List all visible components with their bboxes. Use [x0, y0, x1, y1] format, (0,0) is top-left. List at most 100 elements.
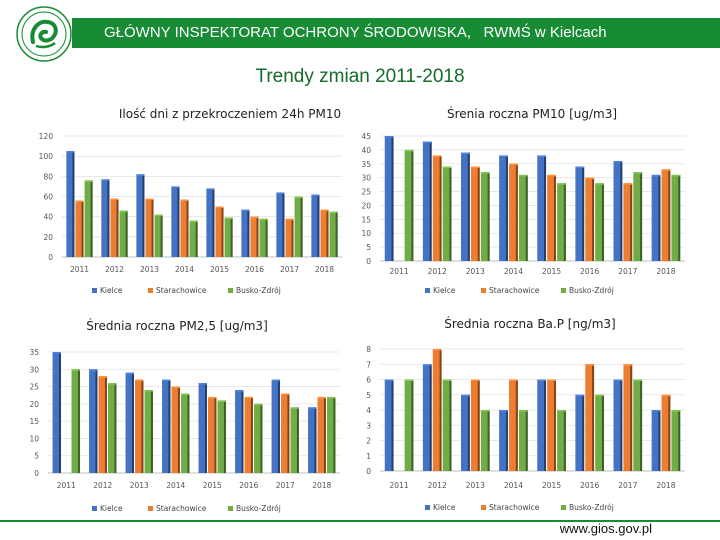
- bar-top: [384, 379, 394, 381]
- footer-url[interactable]: www.gios.gov.pl: [559, 521, 652, 536]
- bar-top: [613, 161, 623, 163]
- bar-fill: [181, 393, 190, 473]
- bar-top: [518, 174, 528, 177]
- bar-fill: [537, 155, 547, 261]
- bar-top: [254, 403, 263, 406]
- legend-swatch: [425, 505, 430, 510]
- x-tick-label: 2018: [656, 267, 675, 276]
- y-tick-label: 120: [39, 132, 54, 141]
- bar-top: [84, 180, 93, 182]
- bar-top: [208, 396, 217, 399]
- bar-fill: [66, 151, 75, 257]
- bar-fill: [271, 379, 280, 473]
- bar-fill: [101, 179, 110, 257]
- bar-fill: [327, 396, 336, 473]
- bar: [144, 390, 153, 473]
- bar: [547, 174, 556, 261]
- x-tick-label: 2015: [203, 481, 222, 490]
- bar-fill: [575, 166, 585, 261]
- y-tick-label: 15: [361, 215, 371, 224]
- bar: [585, 364, 595, 471]
- bar-shadow: [291, 218, 294, 257]
- bar-top: [171, 186, 180, 188]
- bar-fill: [317, 396, 326, 473]
- chart-svg: Średnia roczna PM2,5 [ug/m3] 0 5 10 15 20 25 30…: [29, 318, 340, 513]
- bar-top: [180, 199, 189, 202]
- bar-shadow: [391, 136, 394, 261]
- bar: [329, 211, 338, 257]
- bar-top: [404, 379, 414, 381]
- chart-svg: Śrenia roczna PM10 [ug/m3] 0 5 10 15 20 25 30 35…: [361, 106, 685, 295]
- bar-shadow: [256, 216, 259, 257]
- y-tick-label: 35: [361, 160, 371, 169]
- bar-shadow: [429, 364, 432, 471]
- bar: [217, 400, 226, 473]
- legend-label: Starachowice: [489, 503, 540, 512]
- bar: [404, 149, 414, 261]
- y-tick-label: 45: [361, 132, 371, 141]
- bar-shadow: [187, 393, 190, 473]
- bar-shadow: [204, 383, 207, 473]
- bar: [224, 217, 233, 257]
- bar: [470, 166, 480, 261]
- bar-top: [480, 172, 490, 174]
- bar-top: [215, 206, 224, 209]
- bar-shadow: [505, 155, 508, 261]
- bar-top: [217, 400, 226, 402]
- bar-shadow: [563, 410, 566, 471]
- bar-fill: [404, 149, 414, 261]
- legend-swatch: [228, 506, 233, 511]
- legend-item: Busko-Zdrój: [561, 286, 614, 295]
- bar-shadow: [678, 410, 681, 471]
- bar-top: [595, 394, 604, 397]
- bar-fill: [235, 390, 244, 473]
- bar-fill: [499, 155, 508, 261]
- bar-shadow: [601, 394, 604, 471]
- bar-top: [198, 383, 207, 385]
- bar-fill: [633, 379, 643, 471]
- bar-top: [384, 136, 394, 138]
- bar-shadow: [221, 206, 224, 257]
- legend-label: Starachowice: [156, 286, 207, 295]
- bar-shadow: [553, 379, 556, 471]
- bar: [595, 394, 604, 471]
- bar-shadow: [439, 349, 442, 471]
- bar-shadow: [630, 183, 633, 261]
- bar-shadow: [553, 174, 556, 261]
- bar-shadow: [592, 364, 595, 471]
- bar-top: [509, 163, 518, 166]
- y-tick-label: 0: [366, 467, 371, 476]
- bar-top: [311, 194, 320, 196]
- bar-fill: [623, 364, 633, 471]
- legend-label: Busko-Zdrój: [569, 286, 614, 295]
- legend-label: Busko-Zdrój: [236, 504, 281, 513]
- bar-shadow: [177, 386, 180, 473]
- bar-fill: [162, 379, 171, 473]
- bar-shadow: [487, 172, 490, 261]
- y-tick-label: 20: [361, 201, 371, 210]
- chart-pm10-days: Ilość dni z przekroczeniem 24h PM10 0 20 40…: [22, 104, 352, 299]
- bar: [198, 383, 207, 473]
- bar-shadow: [287, 393, 290, 473]
- bar: [171, 386, 180, 473]
- y-tick-label: 60: [43, 193, 53, 202]
- bar: [215, 206, 224, 257]
- legend-swatch: [561, 505, 566, 510]
- bar: [136, 174, 145, 257]
- bar-fill: [281, 393, 290, 473]
- bar-shadow: [125, 210, 128, 257]
- chart-svg: Średnia roczna Ba.P [ng/m3] 0 1 2 3 4 5 6 7 8 2011…: [366, 316, 685, 512]
- bar: [384, 379, 394, 471]
- bar-shadow: [515, 379, 518, 471]
- bar-shadow: [525, 174, 528, 261]
- y-tick-label: 5: [366, 391, 371, 400]
- bar-fill: [461, 152, 470, 261]
- bar-shadow: [241, 390, 244, 473]
- bar-fill: [422, 141, 432, 261]
- bar-shadow: [323, 396, 326, 473]
- bar-fill: [180, 199, 189, 257]
- bar: [480, 410, 490, 471]
- bar-shadow: [142, 174, 145, 257]
- bar: [499, 155, 508, 261]
- bar-fill: [154, 214, 163, 257]
